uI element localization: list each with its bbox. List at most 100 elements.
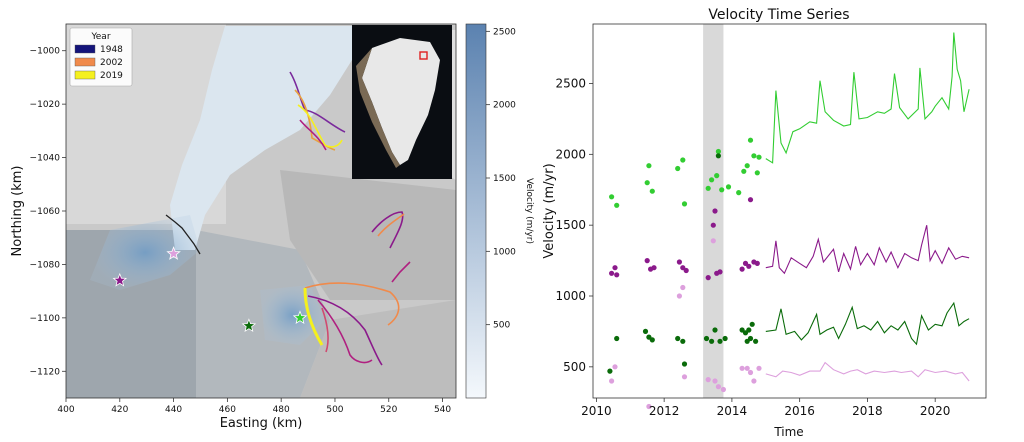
location-stars	[112, 246, 308, 332]
series-point-2	[746, 327, 752, 333]
series-point-0	[719, 187, 725, 193]
ts-y-tick-label: 500	[563, 360, 586, 374]
ts-x-tick-label: 2010	[581, 404, 612, 418]
legend-label: 2019	[100, 71, 123, 81]
ts-y-tick-label: 2500	[555, 77, 586, 91]
series-point-0	[714, 173, 720, 179]
series-point-2	[722, 335, 728, 342]
chart-title: Velocity Time Series	[708, 7, 849, 23]
series-point-2	[642, 328, 649, 334]
series-point-0	[644, 180, 650, 186]
location-star	[166, 246, 181, 260]
series-point-3	[646, 403, 652, 410]
series-point-1	[739, 266, 745, 272]
series-point-0	[680, 157, 686, 163]
series-point-3	[609, 378, 615, 384]
series-point-0	[725, 184, 732, 190]
series-point-0	[747, 137, 754, 143]
colorbar-tick-label: 1500	[493, 174, 516, 184]
map-y-tick-label: −1060	[30, 207, 61, 217]
colorbar-label: Velocity (m/yr)	[524, 178, 534, 244]
map-y-tick-label: −1020	[30, 100, 61, 110]
series-point-3	[705, 377, 711, 383]
map-x-tick-label: 400	[57, 405, 74, 415]
colorbar-tick-label: 2500	[493, 27, 516, 37]
map-x-tick-label: 440	[165, 405, 182, 415]
ts-x-tick-label: 2014	[717, 404, 748, 418]
series-point-3	[739, 365, 745, 371]
map-y-tick-label: −1100	[30, 314, 61, 324]
legend-swatch	[74, 57, 96, 67]
map-x-axis-label: Easting (km)	[220, 416, 303, 431]
series-point-0	[646, 163, 652, 169]
series-point-1	[710, 222, 716, 228]
series-point-2	[747, 335, 754, 342]
series-line-2	[765, 301, 970, 346]
location-star	[292, 310, 308, 324]
map-panel: Year 1948 2002 2019 400 420 440 460 480 500 520 5…	[10, 23, 457, 431]
series-point-0	[649, 188, 655, 194]
plot-frame	[592, 23, 987, 399]
legend-label: 2002	[100, 58, 123, 68]
series-point-0	[614, 202, 620, 208]
ts-x-tick-label: 2020	[920, 404, 951, 418]
ts-y-tick-label: 1000	[555, 289, 586, 303]
series-point-3	[751, 378, 757, 384]
series-point-3	[756, 365, 762, 371]
series-point-1	[609, 270, 615, 276]
series-point-1	[717, 269, 723, 275]
series-point-2	[607, 368, 613, 374]
series-point-3	[676, 293, 683, 299]
ts-x-tick-label: 2012	[649, 404, 680, 418]
legend-swatch	[74, 44, 96, 54]
map-y-tick-label: −1000	[30, 47, 61, 57]
series-point-0	[609, 194, 615, 200]
series-point-3	[612, 364, 618, 370]
ts-x-axis-label: Time	[773, 425, 803, 439]
map-y-tick-label: −1040	[30, 154, 61, 164]
series-point-3	[681, 374, 688, 380]
ts-y-ticks: 500 1000 1500 2000 2500	[555, 77, 593, 374]
legend-swatch	[74, 70, 96, 80]
series-point-0	[675, 165, 681, 172]
terminus-traces	[289, 71, 411, 366]
map-y-ticks: −1120 −1100 −1080 −1060 −1040 −1020 −1000	[30, 47, 66, 377]
series-point-0	[736, 190, 742, 196]
series-point-3	[710, 238, 716, 244]
series-point-0	[744, 163, 750, 169]
map-y-axis-label: Northing (km)	[10, 166, 25, 257]
series-point-2	[712, 327, 718, 333]
series-point-0	[709, 177, 715, 183]
map-legend: Year 1948 2002 2019	[69, 27, 133, 87]
map-x-tick-label: 480	[273, 405, 290, 415]
series-point-3	[712, 378, 718, 384]
timeseries-panel: Velocity Time Series 2010 2012 2014 2016 201…	[542, 7, 987, 439]
map-y-tick-label: −1080	[30, 260, 61, 270]
series-point-0	[681, 201, 688, 207]
map-x-tick-label: 540	[434, 405, 451, 415]
legend-label: 1948	[100, 45, 123, 55]
colorbar-tick-label: 500	[493, 321, 510, 331]
series-line-0	[765, 32, 970, 164]
series-point-3	[720, 386, 727, 393]
ts-y-tick-label: 1500	[555, 218, 586, 232]
series-point-2	[614, 335, 620, 342]
series-point-0	[754, 170, 760, 176]
series-point-1	[644, 258, 650, 264]
series-point-2	[753, 338, 759, 344]
series-point-3	[715, 384, 722, 390]
ts-y-axis-label: Velocity (m/yr)	[542, 163, 557, 258]
map-x-tick-label: 520	[380, 405, 397, 415]
map-x-tick-label: 460	[219, 405, 236, 415]
series-point-3	[680, 284, 686, 291]
series-line-1	[765, 225, 970, 275]
series-point-0	[756, 154, 762, 160]
ts-x-tick-label: 2018	[852, 404, 883, 418]
series-point-1	[612, 265, 618, 271]
ts-x-tick-label: 2016	[784, 404, 815, 418]
series-point-3	[744, 365, 750, 371]
series-line-3	[765, 361, 970, 382]
series-point-1	[705, 275, 711, 281]
ts-x-ticks: 2010 2012 2014 2016 2018 2020	[581, 398, 950, 418]
